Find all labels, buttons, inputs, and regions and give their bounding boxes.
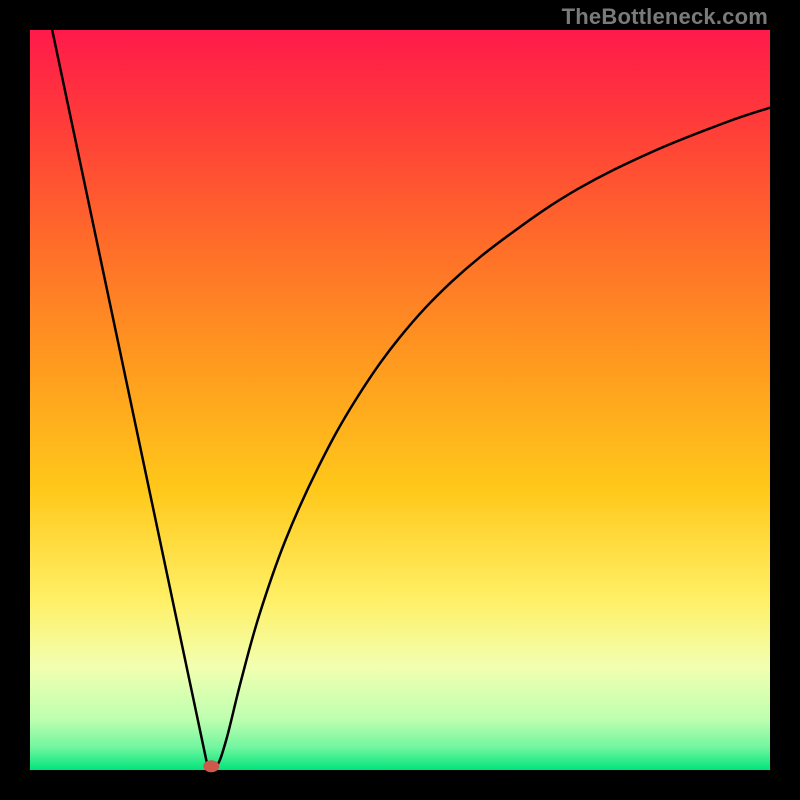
plot-area bbox=[30, 30, 770, 770]
optimum-marker bbox=[203, 760, 219, 772]
bottleneck-curve bbox=[52, 30, 770, 768]
curve-layer bbox=[30, 30, 770, 770]
chart-frame: TheBottleneck.com bbox=[0, 0, 800, 800]
watermark-text: TheBottleneck.com bbox=[562, 4, 768, 30]
